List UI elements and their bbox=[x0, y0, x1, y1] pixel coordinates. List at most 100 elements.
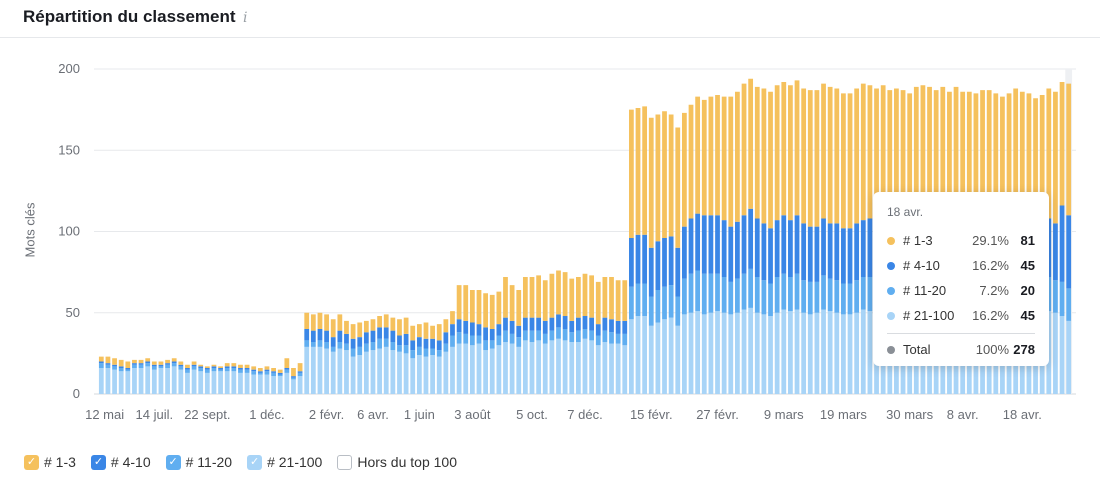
stacked-bar bbox=[807, 90, 813, 395]
bar-segment bbox=[721, 277, 727, 313]
bar-segment bbox=[238, 372, 243, 395]
bar-segment bbox=[112, 358, 117, 365]
checkbox-unchecked-icon[interactable] bbox=[337, 454, 353, 470]
bar-segment bbox=[549, 330, 555, 341]
bar-segment bbox=[827, 311, 833, 395]
bar-segment bbox=[801, 280, 807, 313]
stacked-bar bbox=[867, 85, 873, 395]
bar-segment bbox=[125, 369, 131, 372]
stacked-bar bbox=[158, 361, 164, 394]
tooltip-row-top20: # 11-20 7.2% 20 bbox=[887, 278, 1035, 303]
bar-segment bbox=[788, 277, 793, 312]
bar-segment bbox=[357, 355, 363, 394]
x-tick-label: 1 juin bbox=[404, 407, 435, 422]
stacked-bar bbox=[774, 85, 780, 394]
legend-item-top100[interactable]: ✓ # 21-100 bbox=[247, 454, 322, 470]
stacked-bar bbox=[105, 356, 111, 394]
bar-segment bbox=[456, 285, 462, 320]
bar-segment bbox=[536, 340, 541, 395]
bar-segment bbox=[788, 311, 793, 395]
stacked-bar bbox=[768, 91, 773, 394]
bar-segment bbox=[827, 278, 833, 312]
bar-segment bbox=[635, 234, 641, 284]
x-tick-label: 14 juil. bbox=[136, 407, 174, 422]
bar-segment bbox=[383, 346, 389, 395]
stacked-bar bbox=[847, 93, 853, 395]
bar-segment bbox=[118, 366, 124, 369]
bar-segment bbox=[138, 359, 144, 364]
bar-segment bbox=[1059, 281, 1065, 317]
bar-segment bbox=[668, 114, 674, 237]
bar-segment bbox=[469, 322, 475, 336]
bar-segment bbox=[655, 290, 661, 323]
bar-segment bbox=[483, 350, 488, 395]
bar-segment bbox=[423, 356, 429, 395]
stacked-bar bbox=[569, 278, 575, 394]
stacked-bar bbox=[609, 277, 614, 395]
bar-segment bbox=[350, 348, 356, 357]
bar-segment bbox=[522, 277, 528, 318]
bar-segment bbox=[841, 93, 846, 229]
bar-segment bbox=[807, 226, 813, 282]
bar-segment bbox=[105, 356, 111, 364]
bar-segment bbox=[463, 285, 469, 321]
bar-segment bbox=[728, 314, 734, 395]
bar-segment bbox=[138, 364, 144, 368]
bar-segment bbox=[834, 312, 840, 394]
bar-segment bbox=[980, 90, 985, 221]
bar-segment bbox=[191, 364, 197, 367]
bar-segment bbox=[132, 363, 137, 365]
bar-segment bbox=[847, 283, 853, 315]
bar-segment bbox=[542, 280, 548, 321]
legend-item-top10[interactable]: ✓ # 4-10 bbox=[90, 454, 151, 470]
bar-segment bbox=[701, 215, 707, 274]
stacked-bar bbox=[735, 91, 740, 394]
bar-segment bbox=[867, 85, 873, 219]
bar-segment bbox=[264, 366, 270, 370]
checkbox-checked-icon[interactable]: ✓ bbox=[247, 454, 263, 470]
bar-segment bbox=[489, 348, 495, 394]
bar-segment bbox=[377, 348, 382, 394]
bar-segment bbox=[662, 238, 667, 287]
bar-segment bbox=[98, 361, 104, 364]
stacked-bar bbox=[145, 358, 151, 395]
legend-item-top3[interactable]: ✓ # 1-3 bbox=[24, 454, 76, 470]
bar-segment bbox=[841, 228, 846, 284]
bar-segment bbox=[748, 307, 754, 395]
legend-item-outside-top100[interactable]: Hors du top 100 bbox=[337, 454, 457, 470]
checkbox-checked-icon[interactable]: ✓ bbox=[165, 454, 181, 470]
bar-segment bbox=[774, 85, 780, 221]
tooltip-row-top100: # 21-100 16.2% 45 bbox=[887, 303, 1035, 328]
bar-segment bbox=[185, 368, 190, 370]
bar-segment bbox=[847, 314, 853, 395]
checkbox-checked-icon[interactable]: ✓ bbox=[24, 454, 39, 470]
stacked-bar bbox=[231, 363, 237, 394]
legend-item-top20[interactable]: ✓ # 11-20 bbox=[165, 454, 232, 470]
bar-segment bbox=[516, 346, 522, 395]
bar-segment bbox=[125, 361, 131, 368]
tooltip-row-top10: # 4-10 16.2% 45 bbox=[887, 253, 1035, 278]
bar-segment bbox=[337, 314, 343, 331]
checkbox-checked-icon[interactable]: ✓ bbox=[90, 454, 106, 470]
bar-segment bbox=[708, 273, 714, 313]
bar-segment bbox=[357, 337, 363, 347]
bar-segment bbox=[204, 372, 210, 395]
stacked-bar bbox=[436, 324, 442, 395]
bar-segment bbox=[456, 343, 462, 395]
bar-segment bbox=[416, 324, 422, 338]
bar-segment bbox=[330, 319, 336, 338]
bar-segment bbox=[768, 228, 773, 284]
stacked-bar bbox=[655, 114, 661, 394]
bar-segment bbox=[304, 312, 310, 329]
bar-segment bbox=[814, 281, 820, 313]
dot-top20-icon bbox=[887, 286, 895, 295]
bar-segment bbox=[436, 324, 442, 341]
bar-segment bbox=[185, 369, 190, 373]
bar-segment bbox=[463, 343, 469, 395]
stacked-bar bbox=[118, 359, 124, 394]
bar-segment bbox=[224, 366, 230, 369]
bar-segment bbox=[503, 342, 508, 394]
info-icon[interactable]: i bbox=[243, 10, 248, 26]
stacked-bar bbox=[682, 112, 687, 395]
x-tick-label: 30 mars bbox=[886, 407, 933, 422]
